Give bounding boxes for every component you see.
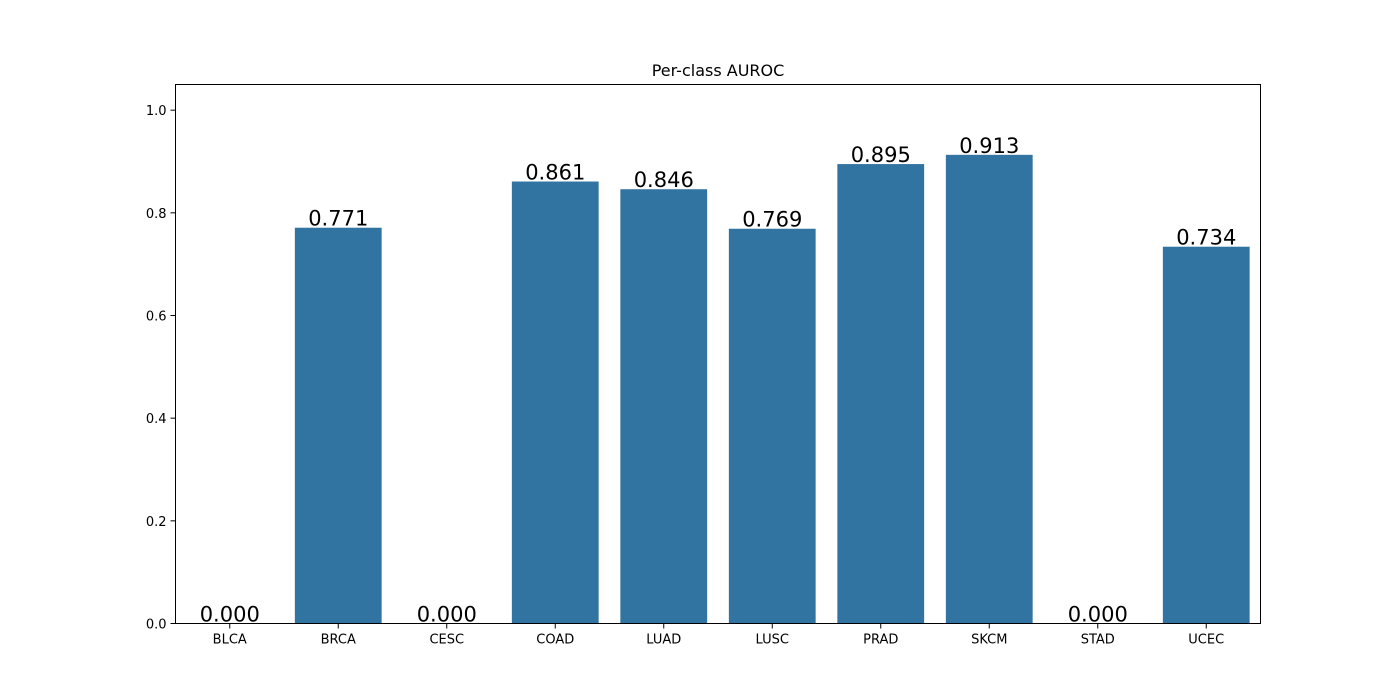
bar-lusc: [728, 228, 816, 624]
data-label: 0.913: [959, 134, 1019, 158]
y-tick-label: 0.8: [146, 207, 167, 222]
plot-frame: [175, 84, 1261, 624]
x-tick-label: STAD: [1081, 633, 1115, 648]
x-tick-label: SKCM: [971, 633, 1007, 648]
data-label: 0.895: [851, 143, 911, 167]
data-label: 0.000: [1068, 603, 1128, 627]
data-labels-group: 0.000 0.771 0.000 0.861 0.846 0.769 0.895 0.913…: [200, 134, 1237, 627]
y-tick-label: 0.6: [146, 310, 167, 325]
bar-ucec: [1162, 246, 1250, 624]
x-tick-label: UCEC: [1188, 633, 1224, 648]
data-label: 0.771: [308, 207, 368, 231]
bar-luad: [620, 189, 708, 624]
bar-coad: [511, 181, 599, 624]
x-tick-label: BLCA: [213, 633, 247, 648]
y-tick-label: 0.0: [146, 618, 167, 633]
x-tick-label: COAD: [536, 633, 574, 648]
x-tick-label: PRAD: [863, 633, 898, 648]
x-tick-label: BRCA: [321, 633, 356, 648]
bar-prad: [837, 164, 925, 624]
y-tick-label: 0.4: [146, 412, 167, 427]
bar-brca: [294, 227, 382, 624]
data-label: 0.000: [417, 603, 477, 627]
x-tick-label: CESC: [429, 633, 464, 648]
y-tick-label: 0.2: [146, 515, 167, 530]
ticks-group: BLCA BRCA CESC COAD LUAD LUSC PRAD SKCM STAD UCEC…: [146, 104, 1224, 647]
data-label: 0.846: [634, 168, 694, 192]
bars-group: [294, 154, 1250, 624]
x-tick-label: LUAD: [646, 633, 681, 648]
data-label: 0.769: [742, 208, 802, 232]
bar-skcm: [945, 154, 1033, 624]
data-label: 0.734: [1176, 226, 1236, 250]
x-tick-label: LUSC: [756, 633, 789, 648]
data-label: 0.861: [525, 161, 585, 185]
data-label: 0.000: [200, 603, 260, 627]
y-tick-label: 1.0: [146, 104, 167, 119]
chart-title: Per-class AUROC: [652, 61, 785, 80]
